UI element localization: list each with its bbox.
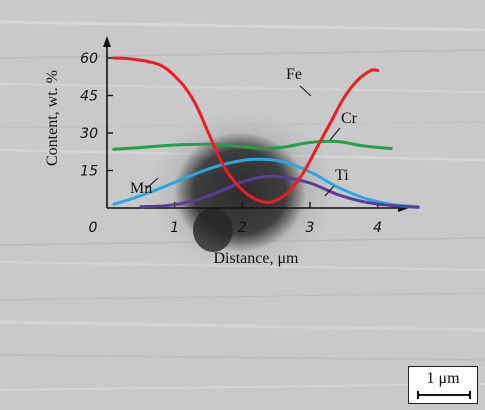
x-tick-label: 4 <box>373 220 382 236</box>
series-layer <box>112 56 420 209</box>
x-tick-label: 0 <box>89 220 98 236</box>
series-label-leader <box>146 177 159 189</box>
y-axis-title: Content, wt. % <box>44 70 61 166</box>
y-axis-arrow <box>103 36 111 47</box>
series-label-leader <box>324 185 335 197</box>
series-label-leader <box>329 127 341 141</box>
series-label-fe: Fe <box>286 66 302 83</box>
series-label-leader <box>299 85 312 97</box>
y-tick-label: 15 <box>80 164 98 180</box>
series-label-mn: Mn <box>130 180 152 197</box>
y-tick-label: 60 <box>80 51 98 67</box>
series-label-ti: Ti <box>335 167 349 184</box>
x-tick-label: 3 <box>306 220 315 236</box>
series-label-cr: Cr <box>341 110 358 127</box>
y-tick-label: 45 <box>80 89 98 105</box>
scale-bar-line <box>417 391 471 399</box>
labels: Fe Cr Mn Ti Distance, μm Content, wt. % <box>44 66 358 267</box>
series-line-cr <box>112 139 393 151</box>
x-tick-label: 1 <box>170 220 179 236</box>
series-line-mn <box>112 157 420 209</box>
scale-bar: 1 μm <box>408 366 478 404</box>
x-tick-label: 2 <box>238 220 247 236</box>
y-tick-label: 30 <box>80 126 98 142</box>
x-axis-title: Distance, μm <box>214 250 300 267</box>
scale-bar-label: 1 μm <box>426 370 460 387</box>
series-line-ti <box>139 174 420 209</box>
series-line-fe <box>112 56 380 204</box>
